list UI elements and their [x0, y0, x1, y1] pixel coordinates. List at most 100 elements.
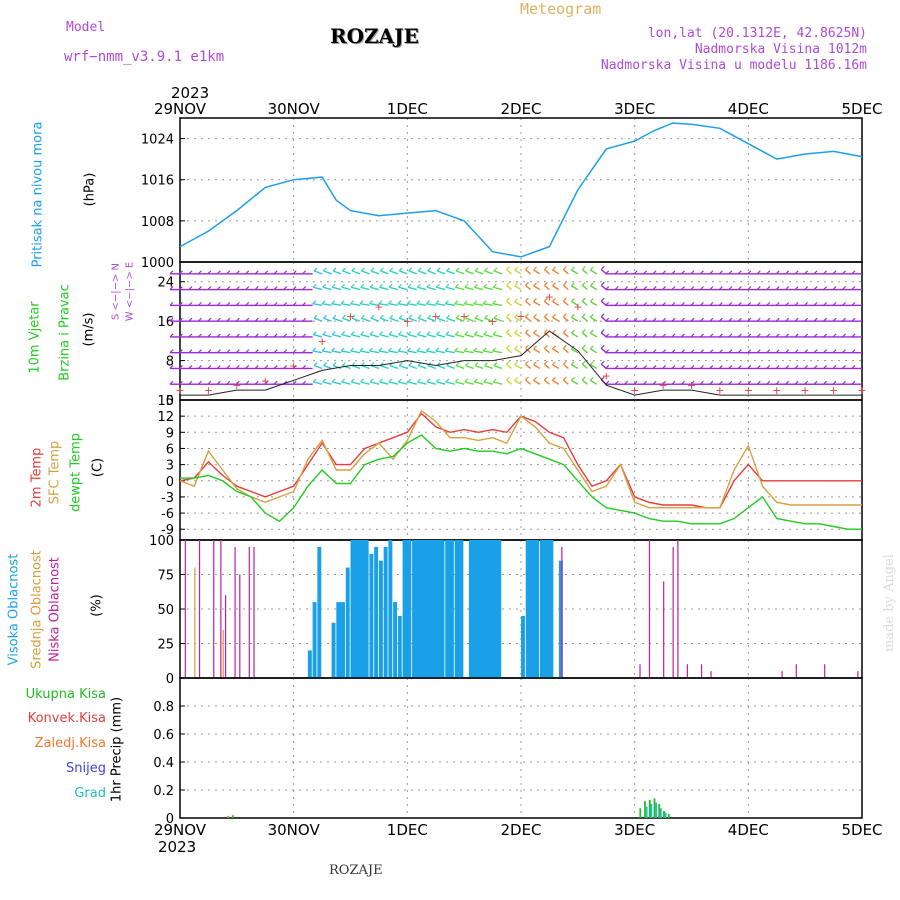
- wind-arrow-barb: [235, 301, 240, 306]
- wind-arrow-barb: [842, 333, 846, 338]
- cloud-ytick: 25: [157, 638, 174, 653]
- wind-arrow-barb: [378, 347, 383, 352]
- wind-arrow-barb: [605, 301, 610, 306]
- wind-arrow-barb: [700, 317, 704, 322]
- temp-ytick: 3: [166, 459, 174, 474]
- wind-arrow-barb: [207, 301, 212, 306]
- wind-arrow: [506, 284, 512, 291]
- wind-arrow-barb: [766, 301, 771, 306]
- wind-arrow: [514, 269, 522, 275]
- wind-arrow: [378, 302, 389, 307]
- wind-arrow-barb: [313, 314, 318, 319]
- wind-gust-mark: +: [801, 384, 810, 397]
- wind-arrow: [446, 364, 455, 370]
- wind-arrow-barb: [323, 362, 327, 366]
- wind-arrow-barb: [435, 347, 440, 352]
- wind-arrow-barb: [823, 365, 828, 369]
- wind-arrow-barb: [407, 331, 412, 335]
- wind-arrow: [589, 348, 598, 354]
- wind-arrow-barb: [197, 317, 202, 322]
- cloud-high-bar: [393, 602, 398, 678]
- wind-arrow-barb: [482, 300, 487, 305]
- wind-arrow: [416, 302, 427, 307]
- wind-arrow: [525, 316, 531, 322]
- wind-arrow-barb: [533, 298, 537, 302]
- wind-arrow-barb: [624, 317, 629, 322]
- cloud-low-bar: [253, 546, 255, 678]
- temp-2m-line: [179, 412, 862, 509]
- cloud-low-bar: [239, 574, 241, 678]
- wind-arrow-barb: [332, 362, 337, 366]
- cloud-label-low: Niska Oblacnost: [47, 557, 63, 662]
- wind-arrow-barb: [624, 380, 629, 385]
- wind-arrow-barb: [525, 329, 529, 334]
- wind-arrow-barb: [369, 283, 374, 288]
- wind-arrow-barb: [671, 333, 676, 338]
- wind-arrow-barb: [756, 317, 761, 322]
- wind-arrow-barb: [589, 329, 594, 334]
- wind-arrow-barb: [681, 270, 685, 275]
- wind-arrow-barb: [842, 270, 846, 275]
- wind-arrow-barb: [794, 380, 799, 385]
- wind-arrow: [397, 350, 408, 354]
- wind-arrow: [380, 364, 389, 370]
- wind-arrow-barb: [426, 283, 431, 288]
- model-name: wrf−nmm_v3.9.1 e1km: [64, 49, 225, 65]
- wind-arrow-barb: [605, 317, 610, 322]
- precip-ytick: 0: [166, 812, 174, 827]
- wind-arrow: [484, 317, 493, 322]
- wind-arrow-barb: [169, 317, 174, 322]
- wind-arrow-barb: [264, 270, 269, 275]
- wind-arrow-barb: [473, 347, 478, 352]
- wind-arrow-barb: [552, 266, 556, 271]
- wind-arrow: [426, 333, 436, 338]
- wind-arrow-barb: [322, 283, 327, 288]
- wind-arrow-barb: [785, 349, 790, 354]
- wind-arrow: [581, 347, 588, 354]
- cloud-high-bar: [345, 567, 350, 678]
- wind-arrow: [506, 379, 512, 385]
- wind-gust-mark: +: [857, 384, 866, 397]
- wind-arrow-barb: [463, 347, 468, 352]
- wind-arrow-barb: [633, 380, 638, 385]
- wind-arrow: [436, 364, 446, 370]
- wind-arrow-barb: [832, 286, 837, 291]
- temp-label-dewpt: dewpt Temp: [68, 433, 84, 513]
- wind-arrow: [474, 286, 484, 291]
- wind-arrow-barb: [747, 286, 752, 291]
- wind-arrow: [350, 286, 361, 291]
- wind-arrow: [351, 317, 361, 322]
- precip-total-bar: [663, 811, 665, 818]
- wind-arrow-barb: [235, 349, 240, 354]
- wind-arrow-barb: [474, 267, 479, 272]
- wind-arrow: [506, 268, 512, 275]
- wind-arrow: [388, 302, 398, 307]
- wind-arrow: [436, 317, 446, 322]
- wind-arrow: [492, 302, 503, 307]
- wind-arrow-barb: [643, 301, 648, 306]
- wind-arrow-barb: [179, 317, 183, 322]
- wind-gust-mark: +: [772, 384, 781, 397]
- wind-gust-mark: +: [346, 310, 355, 323]
- wind-arrow: [589, 316, 598, 322]
- wind-arrow: [493, 333, 503, 338]
- wind-label-2: Brzina i Pravac: [57, 284, 73, 381]
- wind-arrow: [427, 317, 436, 322]
- wind-arrow: [571, 300, 579, 306]
- wind-arrow-barb: [216, 270, 221, 275]
- wind-arrow-barb: [709, 333, 714, 338]
- cloud-low-bar: [795, 664, 797, 678]
- wind-arrow-barb: [700, 365, 704, 369]
- pressure-ytick: 1000: [141, 256, 174, 271]
- wind-arrow: [543, 379, 550, 385]
- cloud-low-bar: [648, 540, 651, 678]
- wind-arrow-barb: [804, 349, 809, 354]
- wind-arrow-barb: [483, 283, 488, 288]
- wind-arrow: [322, 302, 332, 307]
- wind-arrow-barb: [169, 380, 174, 385]
- wind-arrow: [543, 332, 550, 338]
- wind-arrow-barb: [643, 365, 648, 369]
- wind-arrow: [351, 270, 361, 275]
- wind-arrow-barb: [179, 380, 183, 385]
- cloud-low-bar: [184, 540, 186, 678]
